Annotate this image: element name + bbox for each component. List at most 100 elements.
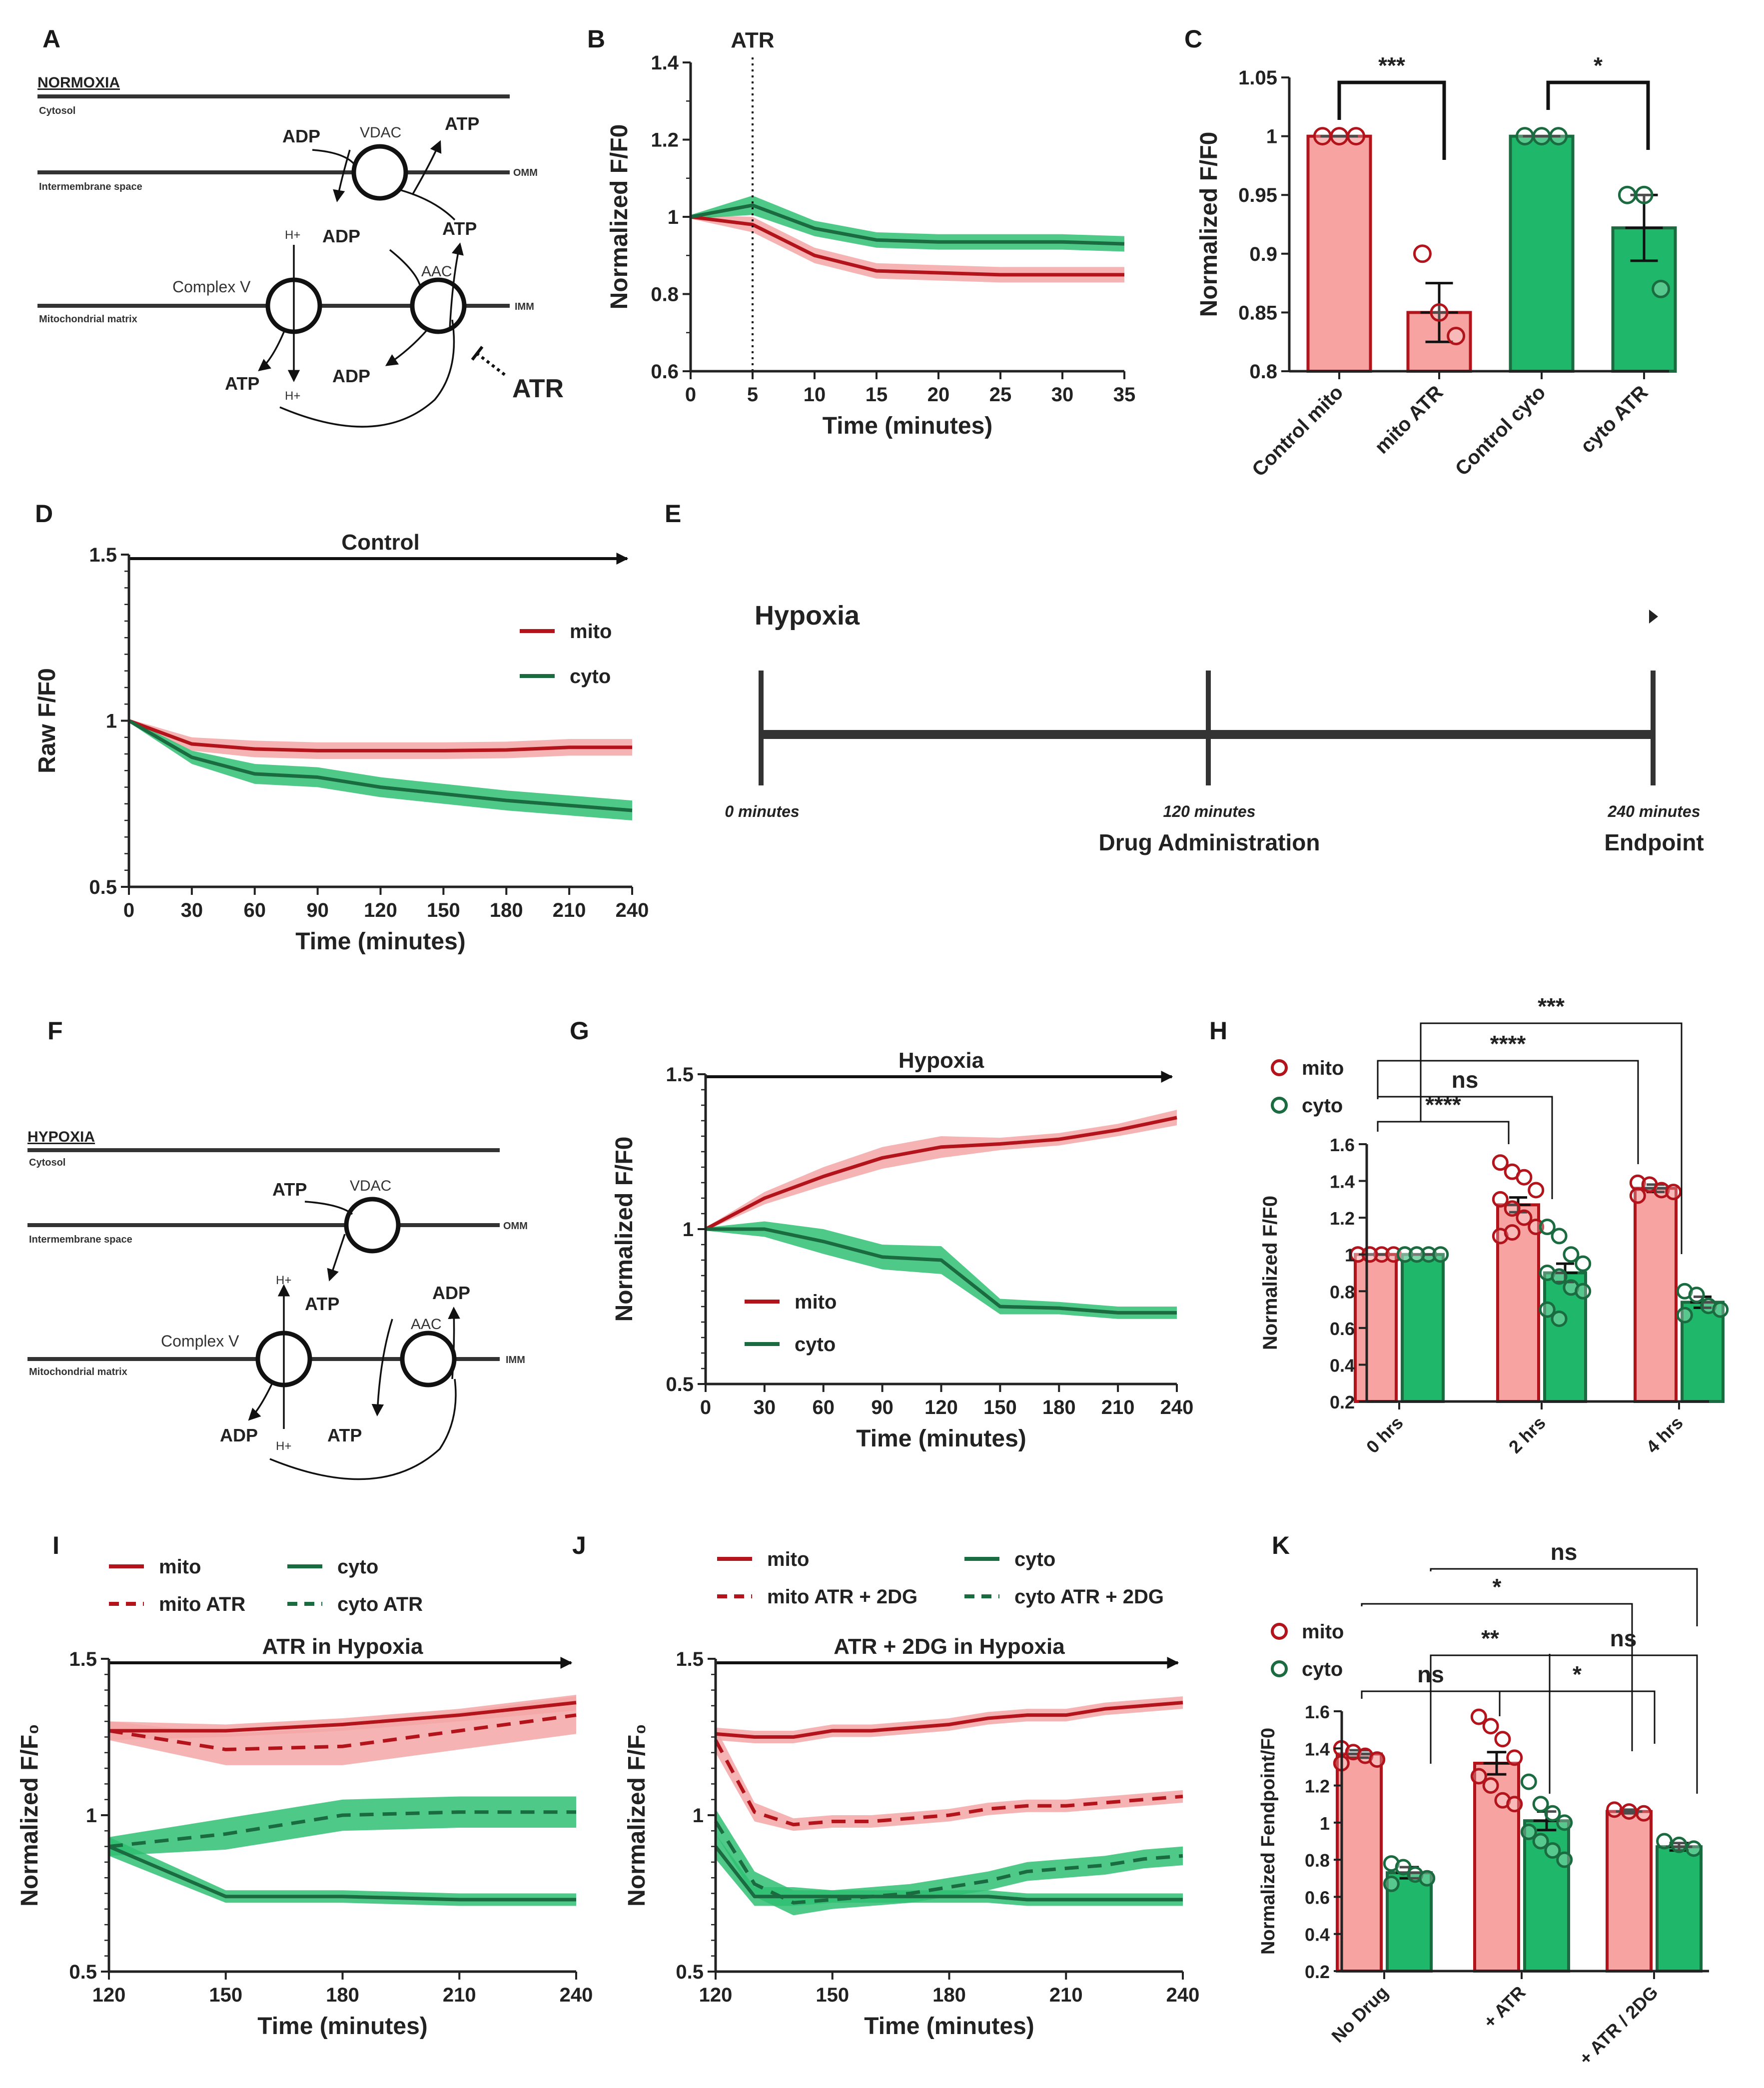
atp-faint-arrow [399,189,456,221]
atp-cytosol-f: ATP [272,1179,307,1200]
data-point-mito [1653,1182,1670,1199]
vdac-channel [351,144,408,201]
line-cyto [706,1227,1177,1315]
data-point-cyto [1652,279,1671,298]
atp-matrix: ATP [225,373,259,394]
data-point-mito [1430,303,1449,322]
y-tick-label: 0.9 [1249,243,1277,265]
x-category-label: 0 hrs [1362,1412,1407,1457]
significance-label: * [1573,1661,1582,1687]
y-tick-label: 1 [1266,126,1277,148]
x-tick-label: 20 [927,384,950,406]
h-plus-top: H+ [285,228,300,242]
data-point-mito [1330,127,1349,146]
atp-synthesis-arrow [258,329,286,372]
line-mito-ATR [108,1713,577,1752]
data-point-cyto [1532,127,1551,146]
data-point-cyto [1383,1875,1400,1892]
legend-label-cyto: cyto [337,1556,378,1578]
x-tick-label: 10 [804,384,826,406]
panel-letter-b: B [587,25,605,53]
y-tick-label: 0.4 [1305,1925,1330,1945]
data-point-cyto [1515,127,1534,146]
panel-letter-f: F [47,1017,63,1045]
normoxia-title: NORMOXIA [37,74,120,91]
atr-vline-label: ATR [731,28,774,52]
data-point-cyto [1420,1246,1437,1263]
chart-g-line: Hypoxia 0.5 1 1.5 0 30 60 90 120 150 180 210 240 Time… [611,1048,1193,1452]
aac-adp-arrow [385,329,428,366]
y-tick-label: 1.2 [1305,1776,1330,1797]
x-tick-label: 210 [553,899,586,921]
x-tick-label: 0 [685,384,696,406]
atp-matrix-f: ATP [327,1425,362,1445]
data-point-cyto [1396,1246,1413,1263]
y-axis-title: Normalized F/F0 [606,124,633,310]
bar-mito [1336,1752,1383,1973]
significance-bracket [1549,1654,1698,1794]
x-tick-label: 210 [1049,1984,1083,2006]
x-tick-label: 120 [699,1984,733,2006]
line-mito [705,1116,1177,1231]
y-axis-title: Raw F/F0 [34,668,60,773]
legend-label-mito: mito [1302,1621,1344,1643]
data-point-cyto [1549,127,1568,146]
legend-label-mito-ATR: mito ATR [159,1593,245,1615]
bar-cyto [1656,1845,1703,1973]
x-tick-label: 180 [490,899,523,921]
matrix-label-f: Mitochondrial matrix [29,1367,127,1378]
bar-mito [1634,1187,1678,1403]
y-tick-label: 1 [1345,1245,1355,1266]
y-tick-label: 1.5 [89,544,117,566]
complex-v-label-f: Complex V [161,1332,239,1350]
significance-bracket [1377,1121,1510,1144]
omm-label: OMM [513,167,538,178]
line-mito-ATR-2DG [714,1739,1183,1827]
atr-inhibitor-label: ATR [512,374,564,403]
data-point-mito [1385,1246,1402,1263]
y-tick-label: 1.2 [651,129,679,151]
chart-h-bar: 0.2 0.4 0.6 0.8 1 1.2 1.4 1.6 0 hrs 2 hrs 4 hrs Nor… [1259,993,1729,1457]
chart-title: Control [341,530,419,555]
cytosol-label: Cytosol [39,105,75,116]
panel-letter-k: K [1272,1531,1290,1559]
significance-bracket [1337,80,1446,160]
significance-label: *** [1378,52,1405,78]
x-tick-label: 120 [364,899,397,921]
panel-letter-d: D [35,500,53,528]
legend-marker-mito [1271,1059,1288,1076]
significance-label: *** [1538,993,1565,1019]
y-tick-label: 1 [683,1219,694,1241]
x-tick-label: 25 [989,384,1012,406]
adp-faint-arrow [312,149,356,166]
y-tick-label: 0.8 [1305,1850,1330,1871]
data-point-mito [1413,244,1432,263]
panel-letter-g: G [570,1017,589,1045]
y-tick-label: 1.05 [1238,67,1277,89]
hypoxia-title: HYPOXIA [27,1129,95,1145]
x-tick-label: 180 [932,1984,966,2006]
line-mito [690,215,1124,277]
x-tick-label: 180 [326,1984,359,2006]
y-tick-label: 1.2 [1330,1208,1355,1229]
data-point-cyto [1551,1268,1568,1285]
band-cyto-ATR [109,1796,576,1856]
y-axis-title: Normalized F/F0 [1196,132,1222,317]
legend-label-cyto: cyto [795,1334,836,1356]
line-mito [128,719,632,752]
data-point-cyto [1551,1228,1568,1245]
adp-import-arrow [333,149,351,202]
significance-bracket [1420,1022,1683,1254]
bar-mito [1306,134,1372,373]
y-axis-title: Normalized F/F₀ [16,1724,43,1907]
atp-hydrolysis-arrow-f [248,1383,273,1421]
chart-c-bar: 0.8 0.85 0.9 0.95 1 1.05 Control mito mito ATR C… [1196,52,1677,481]
line-cyto [714,1845,1183,1902]
data-point-mito [1492,1154,1509,1171]
y-tick-label: 0.6 [1330,1319,1355,1339]
x-tick-label: 240 [560,1984,593,2006]
x-category-label: cyto ATR [1576,381,1652,457]
line-cyto-ATR [108,1810,576,1849]
y-tick-label: 1 [1320,1813,1330,1834]
aac-circle [410,277,467,334]
